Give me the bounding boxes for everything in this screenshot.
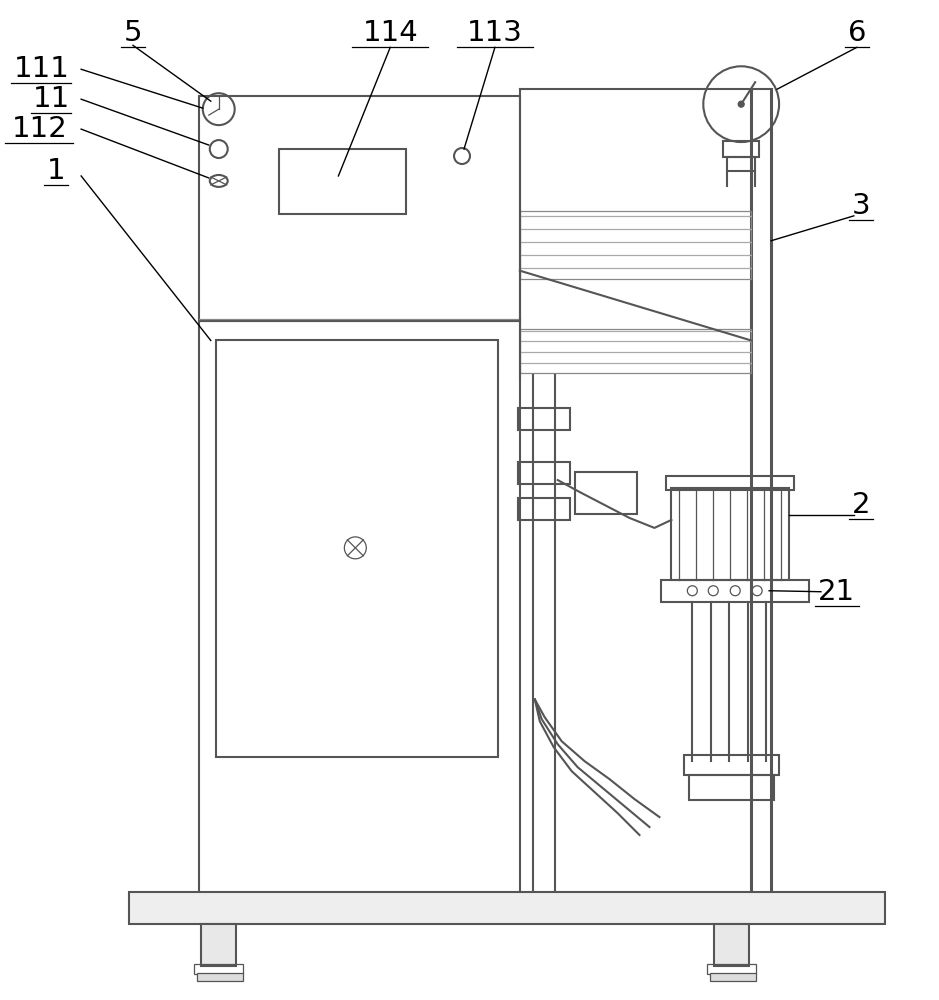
Bar <box>685 755 779 775</box>
Text: 21: 21 <box>819 578 855 606</box>
Bar <box>727 157 755 171</box>
Bar <box>199 96 520 321</box>
Bar <box>661 580 809 602</box>
Bar <box>723 141 759 157</box>
Bar <box>279 149 407 214</box>
Bar <box>667 476 794 490</box>
Bar <box>707 964 756 974</box>
Bar <box>193 964 242 974</box>
Bar <box>197 973 242 981</box>
Bar <box>216 340 498 757</box>
Text: 114: 114 <box>362 19 418 47</box>
Text: 6: 6 <box>848 19 866 47</box>
Bar <box>517 408 570 430</box>
Bar <box>520 329 751 373</box>
Circle shape <box>738 101 745 107</box>
Text: 111: 111 <box>13 55 69 83</box>
Text: 11: 11 <box>33 85 69 113</box>
Bar <box>715 924 749 966</box>
Text: 112: 112 <box>11 115 68 143</box>
Bar <box>710 973 756 981</box>
Text: 5: 5 <box>124 19 142 47</box>
Bar <box>520 211 751 279</box>
Bar <box>671 488 789 580</box>
Bar <box>517 498 570 520</box>
Bar <box>129 892 885 924</box>
Bar <box>199 321 520 897</box>
Text: 3: 3 <box>852 192 870 220</box>
Bar <box>689 775 774 800</box>
Text: 113: 113 <box>467 19 523 47</box>
Bar <box>201 924 236 966</box>
Text: 1: 1 <box>47 157 66 185</box>
Bar <box>575 472 637 514</box>
Text: 2: 2 <box>852 491 870 519</box>
Bar <box>517 462 570 484</box>
